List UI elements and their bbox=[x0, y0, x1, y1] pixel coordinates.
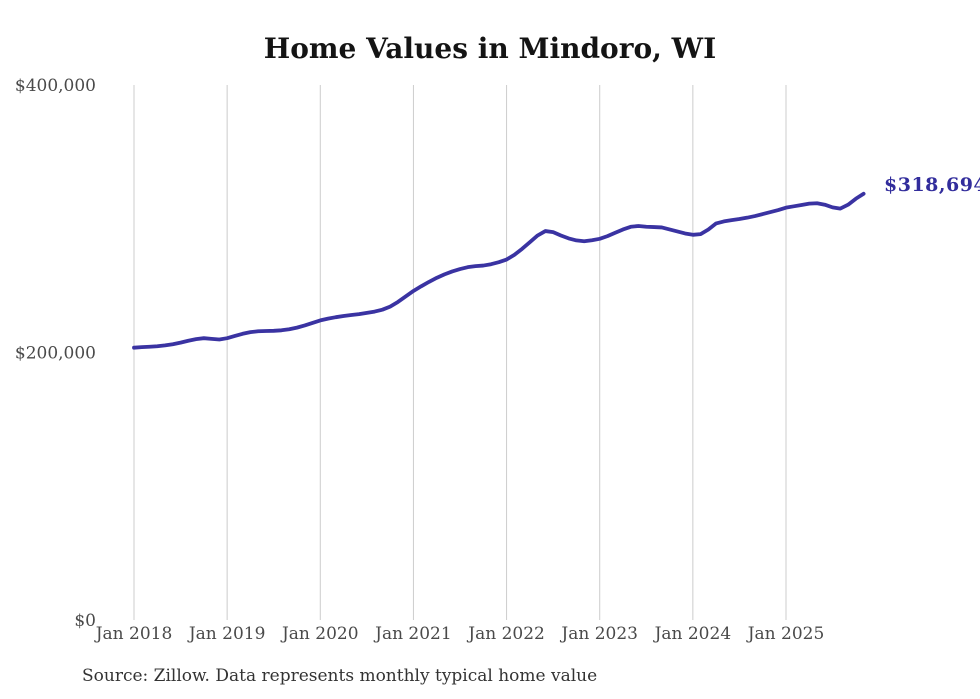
x-axis-tick-label: Jan 2025 bbox=[746, 624, 825, 644]
x-axis-tick-label: Jan 2020 bbox=[280, 624, 359, 644]
source-note: Source: Zillow. Data represents monthly … bbox=[82, 666, 598, 686]
x-axis-tick-label: Jan 2022 bbox=[466, 624, 545, 644]
x-axis-tick-label: Jan 2024 bbox=[653, 624, 732, 644]
home-values-line-chart: Jan 2018 Jan 2019 Jan 2020 Jan 2021 Jan 2022… bbox=[15, 76, 866, 644]
x-axis-tick-label: Jan 2023 bbox=[559, 624, 638, 644]
final-value-annotation: $318,694 bbox=[884, 174, 980, 196]
x-axis-tick-label: Jan 2019 bbox=[187, 624, 266, 644]
x-axis-tick-label: Jan 2021 bbox=[373, 624, 452, 644]
home-value-series-line bbox=[132, 191, 866, 350]
y-axis-tick-label: $0 bbox=[74, 611, 96, 631]
chart-title: Home Values in Mindoro, WI bbox=[263, 32, 717, 65]
y-axis-tick-label: $200,000 bbox=[15, 344, 96, 364]
y-axis-tick-label: $400,000 bbox=[15, 76, 96, 96]
x-axis-tick-label: Jan 2018 bbox=[94, 624, 173, 644]
